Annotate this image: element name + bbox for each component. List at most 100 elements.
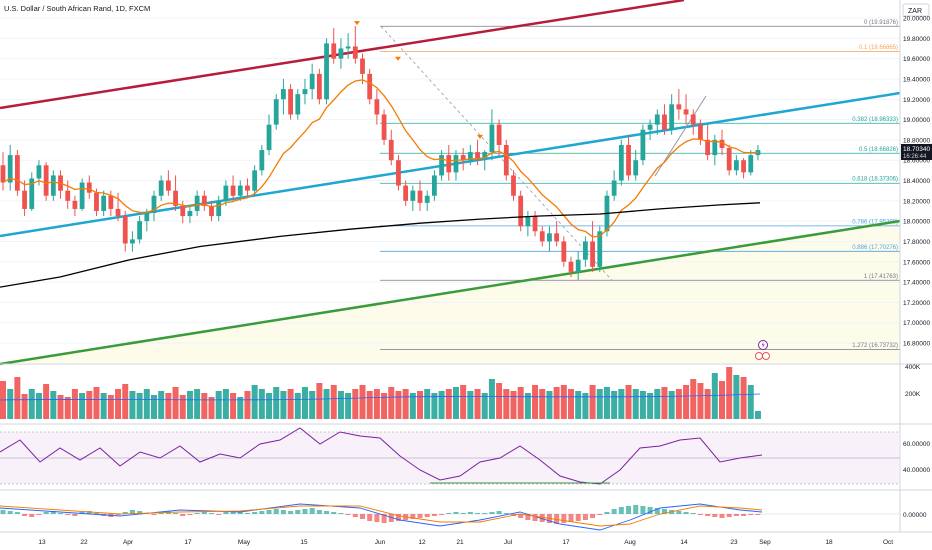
candle-body — [180, 205, 186, 217]
macd-histogram-bar — [137, 511, 143, 514]
candle-body — [331, 43, 337, 59]
candle-body — [201, 195, 207, 206]
volume-bar — [165, 393, 172, 419]
candle-body — [467, 152, 473, 161]
candle-body — [403, 185, 409, 201]
candle-body — [590, 241, 595, 267]
volume-bar — [467, 391, 474, 419]
candle-body — [65, 190, 71, 201]
macd-histogram-bar — [467, 512, 473, 514]
volume-bar — [719, 381, 725, 419]
macd-histogram-bar — [223, 512, 229, 514]
candle-body — [640, 129, 646, 161]
price-tick-label: 19.40000 — [903, 76, 930, 83]
candle-body — [647, 124, 653, 130]
volume-bar — [43, 384, 50, 419]
macd-histogram-bar — [568, 514, 574, 522]
time-axis-label: 22 — [80, 539, 88, 546]
macd-histogram-bar — [201, 512, 207, 514]
volume-bar — [460, 385, 467, 419]
volume-bar — [57, 395, 64, 419]
candle-body — [266, 124, 272, 151]
volume-bar — [417, 391, 424, 419]
macd-histogram-bar — [532, 514, 538, 521]
candle-body — [43, 165, 49, 196]
time-axis-label: 23 — [730, 539, 738, 546]
volume-bar — [496, 383, 503, 419]
candle-body — [108, 195, 114, 209]
currency-label: ZAR — [908, 8, 922, 15]
candle-body — [316, 73, 322, 100]
fib-level-label: 0.1 (19.66865) — [859, 45, 898, 51]
candle-body — [302, 89, 308, 95]
macd-histogram-bar — [36, 514, 42, 515]
macd-histogram-bar — [316, 510, 322, 514]
volume-bar — [560, 385, 567, 419]
price-tick-label: 19.20000 — [903, 97, 930, 104]
volume-bar — [381, 393, 388, 419]
volume-bar — [172, 387, 179, 419]
time-axis-label: May — [238, 539, 251, 546]
candle-body — [676, 104, 682, 110]
fibonacci-retracement[interactable]: 0 (19.91876) 0.1 (19.66865) 0.382 (18.9633… — [380, 20, 900, 350]
candle-body — [446, 155, 452, 173]
candle-body — [345, 46, 351, 49]
macd-histogram-bar — [733, 514, 739, 516]
sma-line — [0, 202, 761, 288]
candle-body — [547, 233, 552, 242]
macd-histogram-bar — [726, 514, 732, 517]
macd-histogram-bar — [115, 514, 121, 515]
volume-bar — [7, 389, 14, 419]
macd-histogram-bar — [58, 513, 64, 514]
volume-bar — [179, 395, 186, 419]
candle-body — [410, 190, 416, 201]
economic-event-icon-2[interactable] — [762, 352, 770, 360]
bar-countdown: 16:26:44 — [903, 154, 927, 160]
price-tick-label: 17.60000 — [903, 259, 930, 266]
macd-histogram-bar — [755, 514, 761, 515]
candle-body — [654, 114, 660, 125]
volume-bar — [14, 377, 21, 419]
candle-body — [194, 195, 200, 211]
candle-body — [568, 261, 574, 272]
lower-support-line[interactable] — [0, 219, 901, 366]
time-axis-label: 18 — [825, 539, 833, 546]
volume-bar — [726, 367, 733, 419]
price-tick-label: 17.40000 — [903, 280, 930, 287]
candle-body — [338, 48, 344, 59]
time-axis-label: Sep — [759, 539, 771, 546]
economic-event-icon[interactable] — [755, 352, 763, 360]
candle-body — [503, 144, 509, 176]
volume-bar — [488, 379, 495, 419]
volume-bar — [661, 387, 668, 419]
time-axis-label: 21 — [456, 539, 464, 546]
macd-histogram-bar — [439, 514, 445, 515]
volume-bar — [402, 389, 409, 419]
volume-bar — [107, 395, 114, 419]
candle-body — [288, 89, 293, 115]
volume-bar — [409, 393, 416, 419]
macd-histogram-bar — [388, 514, 394, 522]
time-axis-labels: 13 22 Apr 17 May 15 Jun 12 21 Jul 17 Aug 14 23 Sep 18 Oc… — [38, 539, 893, 546]
volume-bar — [201, 393, 208, 419]
currency-badge[interactable] — [902, 3, 930, 17]
candle-body — [597, 231, 603, 267]
macd-histogram-bar — [216, 514, 222, 515]
candle-body — [273, 99, 279, 125]
volume-bar — [539, 389, 546, 419]
fib-level-label: 1.272 (16.73732) — [852, 343, 898, 349]
fib-level-label: 1 (17.41763) — [864, 274, 898, 280]
volume-bar — [438, 391, 445, 419]
macd-histogram-bar — [22, 514, 28, 516]
candle-body — [144, 213, 150, 222]
candle-body — [424, 195, 430, 203]
candle-body — [561, 241, 567, 262]
price-axis-bg — [900, 0, 932, 550]
macd-histogram-bar — [748, 514, 754, 515]
price-tick-label: 19.80000 — [903, 36, 930, 43]
fib-level-label: 0 (19.91876) — [864, 20, 898, 26]
volume-bar — [309, 391, 316, 419]
macd-histogram-bar — [367, 514, 373, 521]
